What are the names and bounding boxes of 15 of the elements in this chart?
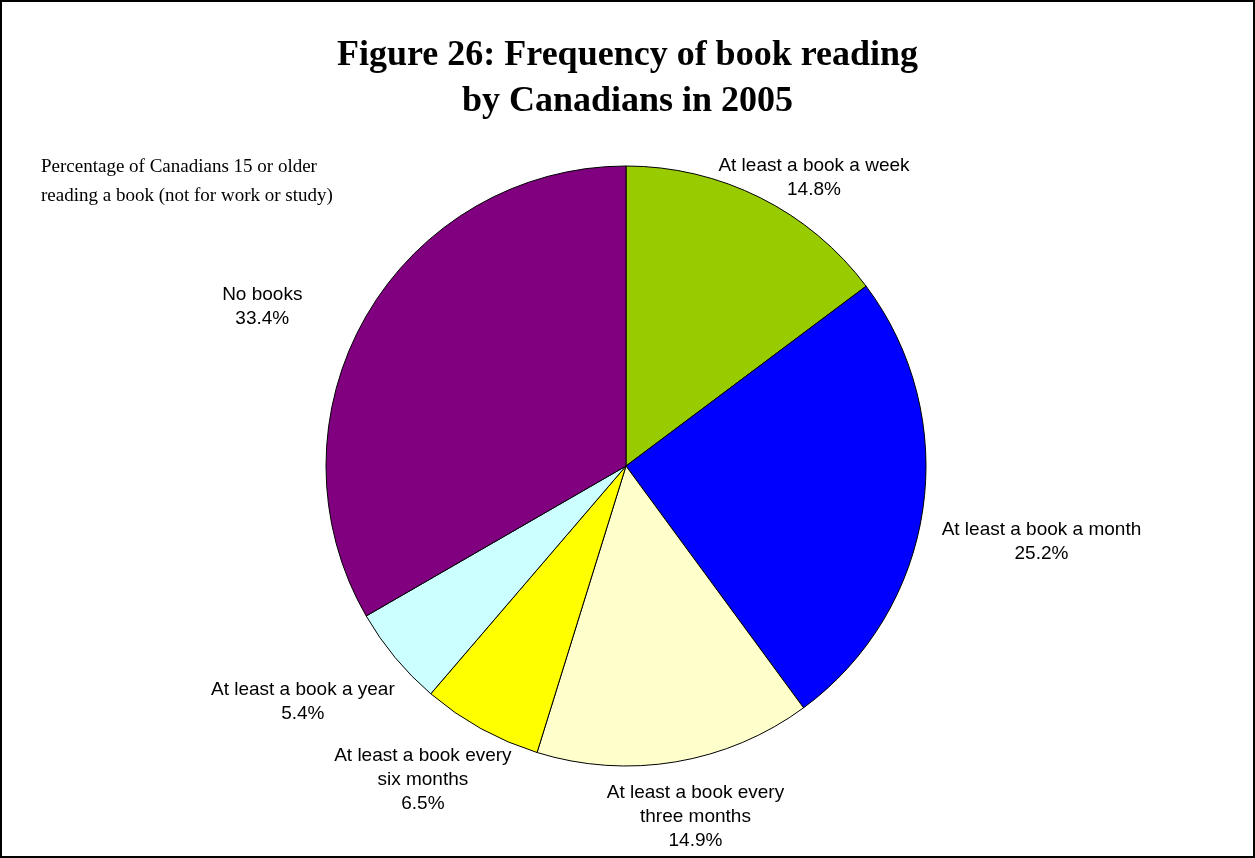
text: Figure 26: Frequency of book reading <box>336 33 919 73</box>
text: Percentage of Canadians 15 or older reading a book (not for work or study) <box>41 155 333 206</box>
slice-label: At least a book every three months <box>606 780 785 826</box>
data-label: 6.5% <box>401 792 445 814</box>
slice-label: At least a book a month <box>941 517 1142 539</box>
data-label: 25.2% <box>1014 541 1069 563</box>
slice-label: No books <box>222 282 303 304</box>
text: by Canadians in 2005 <box>461 79 794 119</box>
slice-label: At least a book every six months <box>334 744 513 790</box>
slice-label: At least a book a year <box>210 677 396 699</box>
data-label: 14.8% <box>787 178 842 200</box>
data-label: 14.9% <box>668 828 723 850</box>
slice-label: At least a book a week <box>718 154 911 176</box>
data-label: 5.4% <box>281 701 325 723</box>
data-label: 33.4% <box>235 306 290 328</box>
